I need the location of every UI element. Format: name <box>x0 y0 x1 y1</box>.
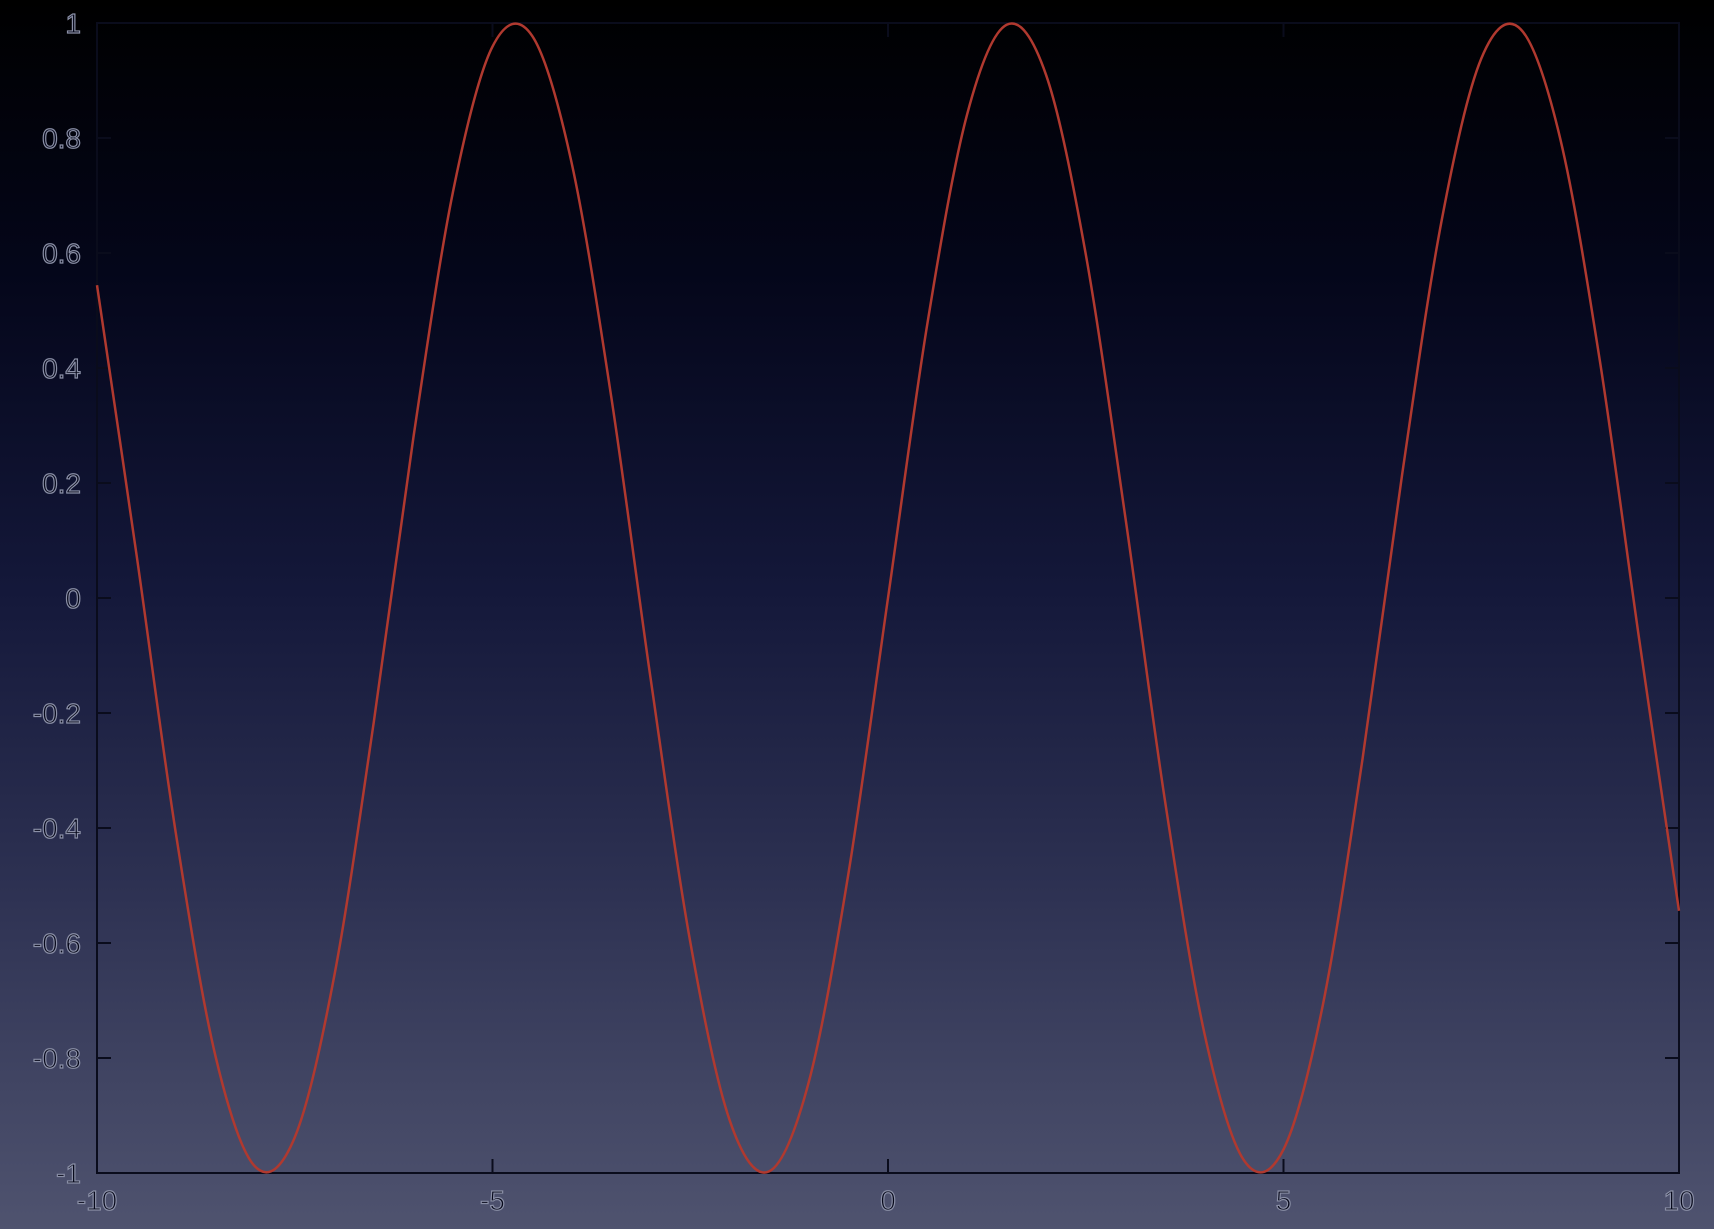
y-tick-label: -1 <box>56 1158 81 1189</box>
y-tick-label: 0.6 <box>42 238 81 269</box>
y-tick-label: -0.2 <box>33 698 81 729</box>
y-tick-label: 0.2 <box>42 468 81 499</box>
y-tick-label: -0.4 <box>33 813 81 844</box>
axis-tick-labels: -10 -5 0 5 10 -1 -0.8 -0.6 -0.4 -0.2 0 0.2 0.4 0.6 0.8… <box>32 7 1695 1216</box>
series-layer <box>95 22 1681 1174</box>
y-tick-label: 0.8 <box>42 123 81 154</box>
x-tick-label: 10 <box>1663 1185 1694 1216</box>
x-tick-label: 0 <box>880 1185 896 1216</box>
y-tick-label: 0 <box>65 583 81 614</box>
x-tick-label: 5 <box>1276 1185 1292 1216</box>
y-tick-label: 1 <box>65 8 81 39</box>
axis-ticks <box>96 22 1680 1174</box>
y-tick-label: -0.8 <box>33 1043 81 1074</box>
x-tick-label: -5 <box>480 1185 505 1216</box>
x-tick-label: -10 <box>77 1185 117 1216</box>
y-tick-label: 0.4 <box>42 353 81 384</box>
y-tick-label: -0.6 <box>33 928 81 959</box>
series-line <box>95 22 1681 1174</box>
